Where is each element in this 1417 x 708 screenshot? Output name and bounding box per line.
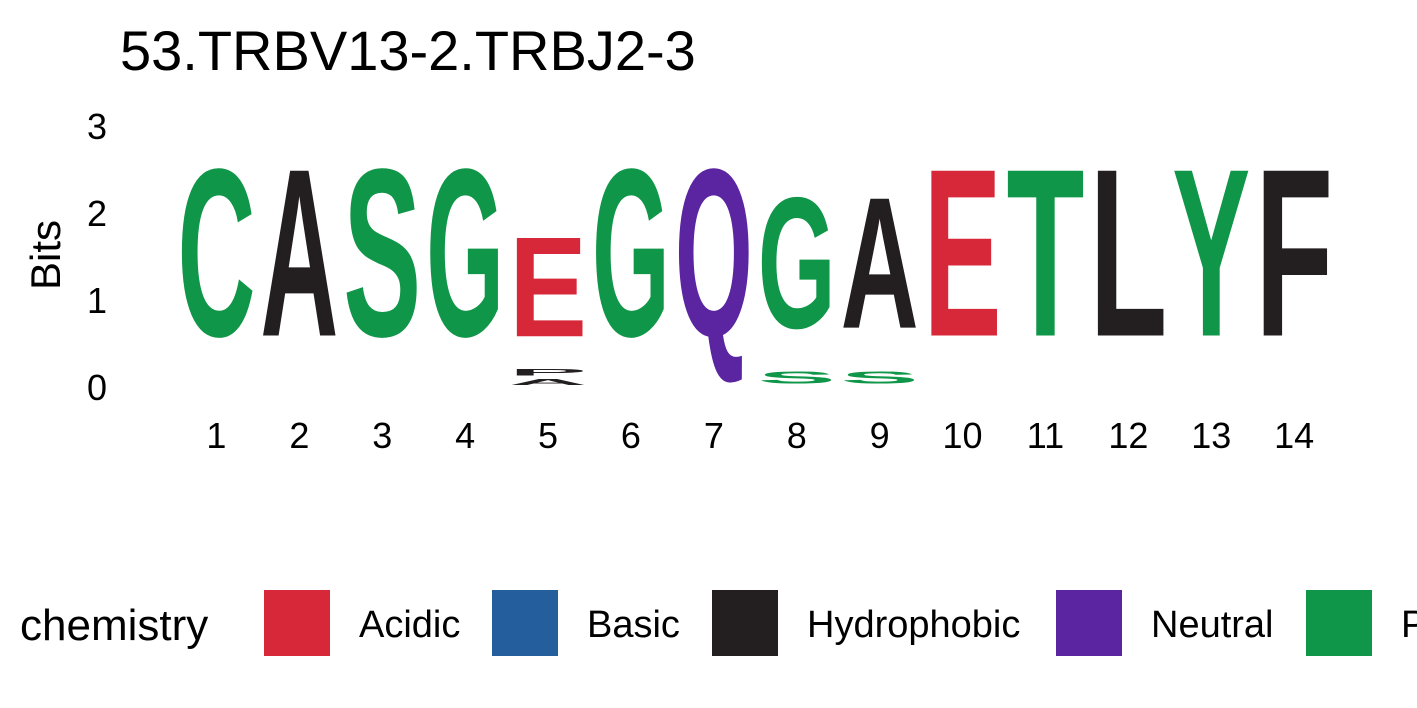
legend-label-acidic: Acidic (359, 604, 460, 646)
y-axis-ticks: 0 1 2 3 (87, 106, 107, 408)
x-tick-label: 10 (943, 415, 983, 456)
logo-letter-P: P (509, 367, 587, 377)
y-tick-label: 0 (87, 367, 107, 408)
logo-letter-L: L (1089, 118, 1167, 386)
logo-letter-A: A (841, 160, 919, 368)
logo-letter-S: S (343, 118, 421, 386)
y-axis-title: Bits (22, 220, 69, 290)
logo-letter-E: E (509, 207, 587, 367)
legend-label-basic: Basic (587, 604, 680, 646)
chart-title: 53.TRBV13-2.TRBJ2-3 (120, 19, 696, 82)
x-tick-label: 12 (1108, 415, 1148, 456)
x-tick-label: 9 (870, 415, 890, 456)
logo-letter-T: T (1006, 118, 1084, 386)
x-tick-label: 3 (372, 415, 392, 456)
x-tick-label: 13 (1191, 415, 1231, 456)
x-tick-label: 11 (1027, 415, 1064, 456)
x-axis-ticks: 1 2 3 4 5 6 7 8 9 10 11 12 13 14 (206, 415, 1314, 456)
legend-label-polar: Polar (1401, 604, 1417, 646)
x-tick-label: 5 (538, 415, 558, 456)
legend-label-hydrophobic: Hydrophobic (807, 604, 1020, 646)
legend-swatch-polar (1306, 590, 1372, 656)
logo-letter-A: A (260, 120, 338, 387)
logo-letter-S: S (758, 368, 836, 387)
logo-letter-G: G (592, 119, 670, 386)
x-tick-label: 8 (787, 415, 807, 456)
logo-letter-C: C (177, 120, 255, 387)
y-tick-label: 1 (87, 280, 107, 321)
x-tick-label: 7 (704, 415, 724, 456)
x-tick-label: 1 (206, 415, 226, 456)
logo-letter-G: G (758, 158, 836, 367)
y-tick-label: 2 (87, 193, 107, 234)
x-tick-label: 2 (289, 415, 309, 456)
legend-swatch-neutral (1056, 590, 1122, 656)
logo-letter-F: F (1255, 118, 1333, 386)
logo-letter-Y: Y (1172, 118, 1250, 386)
x-tick-label: 6 (621, 415, 641, 456)
legend-swatch-basic (492, 590, 558, 656)
logo-letter-Q: Q (675, 119, 753, 386)
logo-letter-E: E (924, 118, 1002, 386)
legend-title: chemistry (20, 601, 208, 650)
x-tick-label: 14 (1274, 415, 1314, 456)
logo-letter-A: A (509, 378, 587, 388)
x-tick-label: 4 (455, 415, 475, 456)
legend-items: Acidic Basic Hydrophobic Neutral Polar (264, 590, 1417, 656)
y-tick-label: 3 (87, 106, 107, 147)
legend-label-neutral: Neutral (1151, 604, 1274, 646)
legend-swatch-hydrophobic (712, 590, 778, 656)
logo-letter-S: S (841, 368, 919, 387)
legend: chemistry Acidic Basic Hydrophobic Neutral P… (20, 590, 1417, 656)
legend-swatch-acidic (264, 590, 330, 656)
logo-letter-G: G (426, 119, 504, 386)
